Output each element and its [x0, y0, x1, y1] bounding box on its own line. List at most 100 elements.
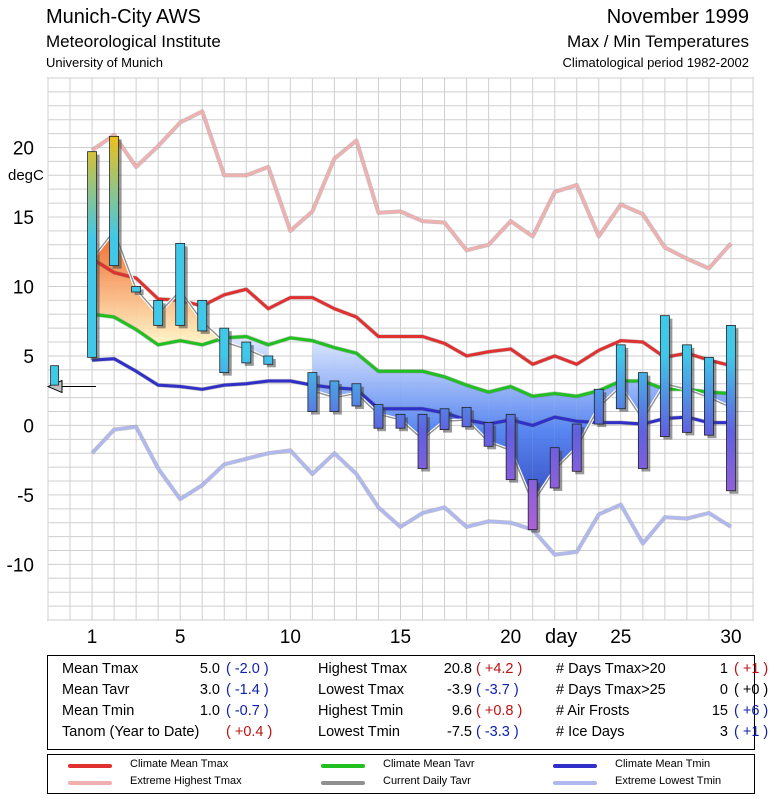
tanom-marker [46, 365, 96, 394]
station-title: Munich-City AWS [46, 6, 201, 28]
day-bar-16 [417, 413, 428, 469]
x-tick-label: 15 [390, 627, 411, 648]
statistics-panel: Mean Tmax 5.0 ( -2.0 ) Mean Tavr 3.0 ( -1.4 )… [47, 655, 768, 750]
y-tick-label: 0 [23, 416, 34, 437]
stat-value: 3 [719, 724, 728, 740]
warm-anomaly-fill [158, 290, 181, 345]
legend-label: Climate Mean Tmax [130, 758, 229, 770]
stat-value: 15 [711, 703, 728, 719]
stat-label: # Air Frosts [556, 703, 630, 719]
stat-label: Mean Tmax [62, 661, 139, 677]
stat-label: # Ice Days [556, 724, 625, 740]
stat-value: 0 [719, 682, 728, 698]
day-bar-9 [263, 355, 274, 365]
day-bar-11 [307, 372, 318, 412]
warm-anomaly-fill [136, 289, 159, 345]
day-bar-23 [571, 423, 582, 472]
stat-label: # Days Tmax>25 [556, 682, 666, 698]
cold-anomaly-fill [246, 336, 269, 359]
x-axis-ticks: 1 5 10 15 20 25 30 [87, 627, 742, 648]
stat-anomaly: ( +0.4 ) [226, 724, 273, 740]
y-tick-label: 5 [23, 347, 34, 368]
stat-label: Mean Tmin [62, 703, 135, 719]
stat-value: 1.0 [199, 703, 220, 719]
series-extreme-highest-tmax [91, 109, 733, 270]
cold-anomaly-fill [466, 385, 489, 443]
stat-anomaly: ( -2.0 ) [226, 661, 269, 677]
day-bar-30 [726, 324, 736, 492]
y-tick-label: -5 [17, 486, 34, 507]
y-axis-ticks: 20 15 10 5 0 -5 -10 [7, 138, 34, 576]
x-tick-label: 20 [500, 627, 521, 648]
legend-swatch [321, 764, 365, 768]
day-bar-24 [593, 388, 604, 425]
day-bar-8 [241, 341, 252, 364]
tanom-bar [50, 365, 60, 386]
stat-anomaly: ( +0 ) [734, 682, 769, 698]
day-bar-12 [329, 380, 340, 412]
stat-anomaly: ( -0.7 ) [226, 703, 269, 719]
climate-period: Climatological period 1982-2002 [562, 55, 749, 70]
legend-label: Extreme Highest Tmax [130, 775, 242, 787]
series-extreme-lowest-tmin [90, 425, 732, 557]
day-bar-4 [153, 299, 164, 326]
day-bar-15 [395, 413, 406, 429]
stat-label: Lowest Tmin [318, 724, 400, 740]
x-axis-label: day [545, 626, 577, 648]
stat-value: 5.0 [199, 661, 220, 677]
legend-swatch [68, 764, 112, 768]
stat-value: 1 [719, 661, 728, 677]
legend-label: Climate Mean Tmin [615, 758, 711, 770]
day-bar-29 [704, 356, 714, 436]
day-bar-3 [131, 286, 142, 293]
legend-swatch [68, 781, 112, 785]
day-bar-5 [175, 242, 186, 326]
x-tick-label: 25 [610, 627, 631, 648]
daily-bars [87, 135, 739, 533]
stat-anomaly: ( +4.2 ) [476, 661, 523, 677]
y-axis-label: degC [8, 167, 44, 184]
stat-label: Lowest Tmax [318, 682, 404, 698]
legend-swatch [553, 781, 597, 785]
legend-label: Current Daily Tavr [383, 775, 471, 787]
day-bar-6 [197, 299, 208, 332]
day-bar-25 [615, 344, 626, 410]
stat-anomaly: ( -3.3 ) [476, 724, 519, 740]
stat-label: Highest Tmax [318, 661, 408, 677]
stat-value: -3.9 [447, 682, 472, 698]
university-name: University of Munich [46, 55, 164, 70]
legend-label: Climate Mean Tavr [383, 758, 475, 770]
day-bar-20 [505, 413, 516, 481]
y-tick-label: -10 [7, 555, 34, 576]
day-bar-28 [682, 344, 692, 433]
day-bar-27 [659, 315, 670, 437]
stat-anomaly: ( +6 ) [734, 703, 769, 719]
day-bar-22 [549, 447, 560, 489]
stat-label: # Days Tmax>20 [556, 661, 666, 677]
y-tick-label: 10 [13, 277, 34, 298]
x-tick-label: 10 [280, 627, 301, 648]
stat-anomaly: ( +1 ) [734, 724, 769, 740]
cold-anomaly-fill [510, 386, 533, 504]
stat-anomaly: ( -1.4 ) [226, 682, 269, 698]
x-tick-label: 30 [720, 627, 741, 648]
stat-anomaly: ( -3.7 ) [476, 682, 519, 698]
institute-name: Meteorological Institute [46, 32, 221, 51]
day-bar-1 [87, 151, 97, 358]
legend: Climate Mean Tmax Climate Mean Tavr Climat… [47, 754, 755, 794]
x-tick-label: 5 [175, 627, 186, 648]
day-bar-21 [527, 479, 538, 531]
series-climate-mean-tmin [91, 357, 731, 427]
day-bar-26 [637, 372, 648, 469]
day-bar-13 [351, 383, 362, 407]
stat-label: Mean Tavr [62, 682, 130, 698]
day-bar-19 [483, 422, 494, 447]
stat-anomaly: ( +0.8 ) [476, 703, 523, 719]
y-tick-label: 15 [13, 208, 34, 229]
day-bar-17 [439, 408, 450, 431]
day-bar-2 [109, 135, 119, 267]
cold-anomaly-fill [444, 376, 467, 422]
stat-label: Highest Tmin [318, 703, 404, 719]
legend-swatch [553, 764, 597, 768]
